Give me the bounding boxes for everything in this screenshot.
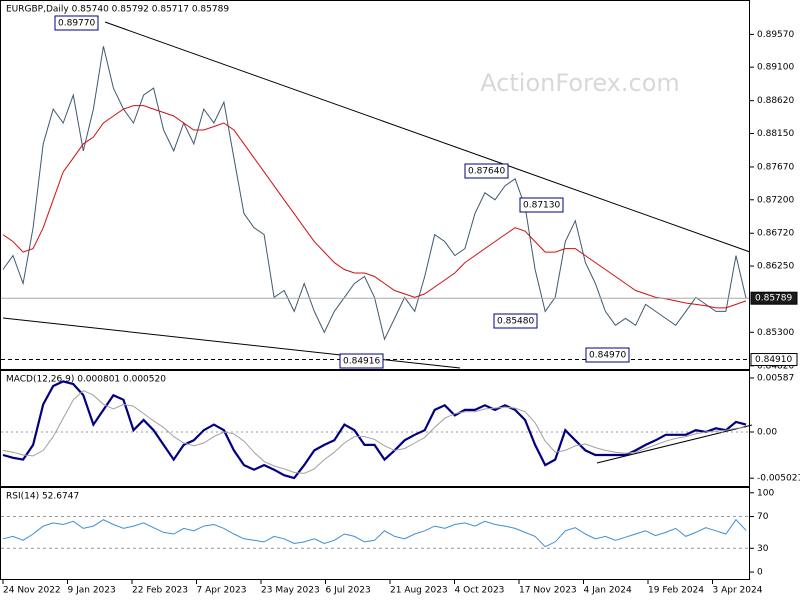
- x-tick-label: 23 May 2023: [261, 586, 320, 596]
- annotation: 0.84970: [589, 351, 626, 361]
- annotation: 0.84916: [343, 357, 380, 367]
- y-tick-label: 0.00587: [757, 373, 794, 383]
- y-tick-label: 0: [757, 568, 763, 578]
- annotation-box: [54, 15, 99, 31]
- price-label: 0.84910: [755, 355, 792, 365]
- x-tick-label: 19 Feb 2024: [648, 586, 704, 596]
- y-tick-label: 0.86250: [757, 262, 794, 272]
- y-tick-label: 70: [757, 512, 769, 522]
- series-line: [2, 105, 747, 309]
- x-tick-label: 17 Nov 2023: [519, 586, 577, 596]
- annotation-box: [585, 347, 630, 363]
- x-tick-label: 22 Feb 2023: [132, 586, 188, 596]
- price-label-box: [750, 291, 798, 305]
- trendline: [596, 424, 753, 464]
- watermark: ActionForex.com: [480, 69, 680, 97]
- macd-title: MACD(12,26,9) 0.000801 0.000520: [6, 375, 166, 385]
- annotation: 0.87640: [468, 167, 505, 177]
- y-tick-label: 0.89100: [757, 63, 794, 73]
- y-tick-label: 0.88150: [757, 129, 794, 139]
- x-tick-label: 6 Jul 2023: [326, 586, 371, 596]
- y-tick-label: 0.85300: [757, 328, 794, 338]
- annotation-box: [493, 313, 538, 329]
- y-tick-label: 0.88620: [757, 96, 794, 106]
- macd-pane: [0, 370, 750, 487]
- x-tick-label: 4 Oct 2023: [455, 586, 505, 596]
- x-tick-label: 24 Nov 2022: [3, 586, 61, 596]
- annotation-box: [339, 353, 384, 369]
- x-tick-label: 21 Aug 2023: [390, 586, 448, 596]
- y-tick-label: 0.86720: [757, 229, 794, 239]
- x-tick-label: 4 Jan 2024: [584, 586, 632, 596]
- y-tick-label: 100: [757, 488, 774, 498]
- x-tick-label: 3 Apr 2024: [713, 586, 763, 596]
- annotation: 0.87130: [523, 201, 560, 211]
- series-line: [2, 380, 747, 480]
- series-line: [2, 518, 747, 548]
- annotation-box: [464, 163, 509, 179]
- x-tick-label: 9 Jan 2023: [68, 586, 116, 596]
- y-tick-label: 0.87200: [757, 195, 794, 205]
- annotation: 0.85480: [497, 317, 534, 327]
- y-tick-label: 0.89570: [757, 30, 794, 40]
- chart-title: EURGBP,Daily 0.85740 0.85792 0.85717 0.8…: [6, 5, 229, 15]
- y-tick-label: -0.005021: [757, 474, 800, 484]
- annotation-box: [519, 197, 564, 213]
- price-pane: [0, 0, 750, 370]
- y-tick-label: 30: [757, 544, 769, 554]
- series-line: [2, 390, 747, 474]
- y-tick-label: 0.84820: [757, 361, 794, 371]
- trendline: [104, 21, 751, 253]
- series-line: [2, 46, 747, 341]
- rsi-pane: [0, 487, 750, 580]
- rsi-title: RSI(14) 52.6747: [6, 492, 79, 502]
- price-label-box: [750, 353, 798, 367]
- trendline: [2, 317, 461, 369]
- annotation: 0.89770: [58, 19, 95, 29]
- y-tick-label: 0.00: [757, 427, 777, 437]
- price-label: 0.85789: [755, 294, 792, 304]
- x-tick-label: 7 Apr 2023: [197, 586, 247, 596]
- y-tick-label: 0.87670: [757, 162, 794, 172]
